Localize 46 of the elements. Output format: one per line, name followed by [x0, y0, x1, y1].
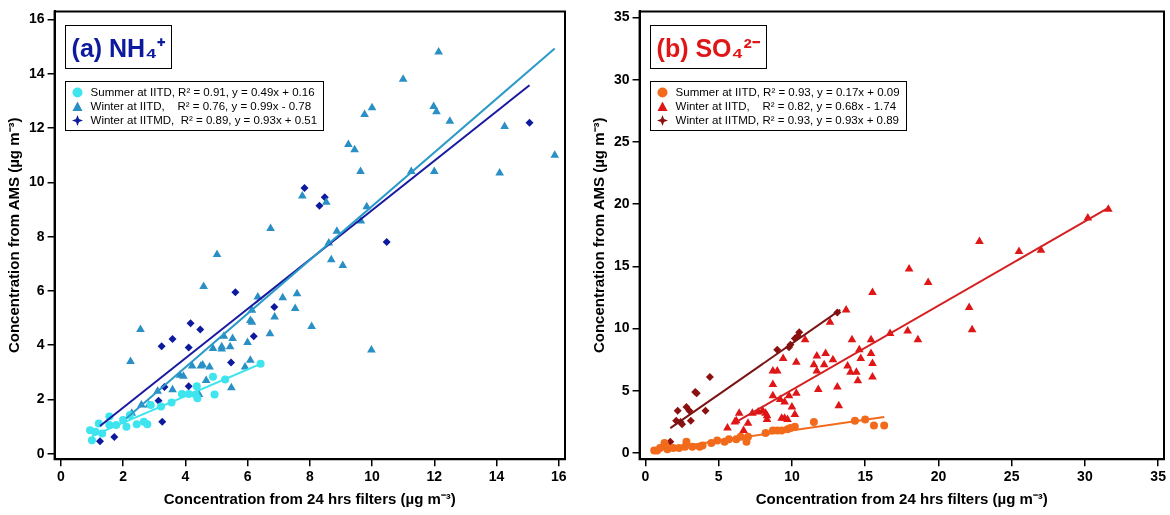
x-tick-label: 12: [426, 468, 443, 485]
x-tick-label: 20: [930, 468, 947, 485]
x-tick-label: 10: [784, 468, 800, 485]
y-tick-label: 4: [36, 336, 45, 353]
y-tick-label: 12: [28, 118, 45, 135]
y-tick-label: 0: [621, 443, 630, 460]
y-tick-label: 30: [613, 70, 630, 87]
legend-label: Winter at IITD, R² = 0.76, y = 0.99x - 0.78: [90, 99, 312, 114]
legend-label: Summer at IITD, R² = 0.91, y = 0.49x + 0.16: [90, 85, 315, 100]
y-axis-title: Concentration from AMS (µg m⁻³): [590, 117, 608, 354]
y-tick-label: 10: [28, 173, 45, 190]
x-axis-title: Concentration from 24 hrs filters (µg m⁻³): [163, 490, 456, 508]
y-tick-label: 35: [613, 8, 630, 25]
x-tick-label: 8: [305, 468, 314, 485]
legend-label: Winter at IITMD, R² = 0.89, y = 0.93x + 0.51: [90, 113, 318, 128]
x-tick-label: 35: [1150, 468, 1167, 485]
text: (b) SO₄²⁻: [649, 25, 767, 70]
text: (a) NH₄⁺: [64, 25, 173, 70]
legend-label: Winter at IITMD, R² = 0.93, y = 0.93x + 0.89: [675, 113, 899, 128]
x-tick-label: 5: [714, 468, 723, 485]
x-tick-label: 25: [1003, 468, 1020, 485]
legend-label: Summer at IITD, R² = 0.93, y = 0.17x + 0.09: [675, 85, 900, 100]
y-tick-label: 6: [36, 281, 45, 298]
y-tick-label: 20: [613, 195, 630, 212]
x-tick-label: 6: [243, 468, 252, 485]
y-axis-title: Concentration from AMS (µg m⁻³): [5, 117, 23, 354]
x-tick-label: 14: [488, 468, 505, 485]
y-tick-label: 8: [36, 227, 45, 244]
x-tick-label: 16: [550, 468, 567, 485]
x-tick-label: 15: [857, 468, 874, 485]
x-tick-label: 0: [641, 468, 650, 485]
y-tick-label: 5: [621, 381, 630, 398]
y-tick-label: 2: [36, 390, 45, 407]
y-tick-label: 0: [36, 444, 45, 461]
x-tick-label: 0: [56, 468, 65, 485]
x-tick-label: 10: [364, 468, 381, 485]
x-axis-title: Concentration from 24 hrs filters (µg m⁻³): [755, 490, 1048, 508]
y-tick-label: 16: [28, 10, 45, 27]
y-tick-label: 10: [613, 319, 630, 336]
x-tick-label: 4: [181, 468, 190, 485]
x-tick-label: 2: [119, 468, 128, 485]
legend-label: Winter at IITD, R² = 0.82, y = 0.68x - 1.74: [675, 99, 897, 114]
y-tick-label: 25: [613, 132, 630, 149]
y-tick-label: 15: [613, 257, 630, 274]
y-tick-label: 14: [28, 64, 45, 81]
x-tick-label: 30: [1077, 468, 1093, 485]
